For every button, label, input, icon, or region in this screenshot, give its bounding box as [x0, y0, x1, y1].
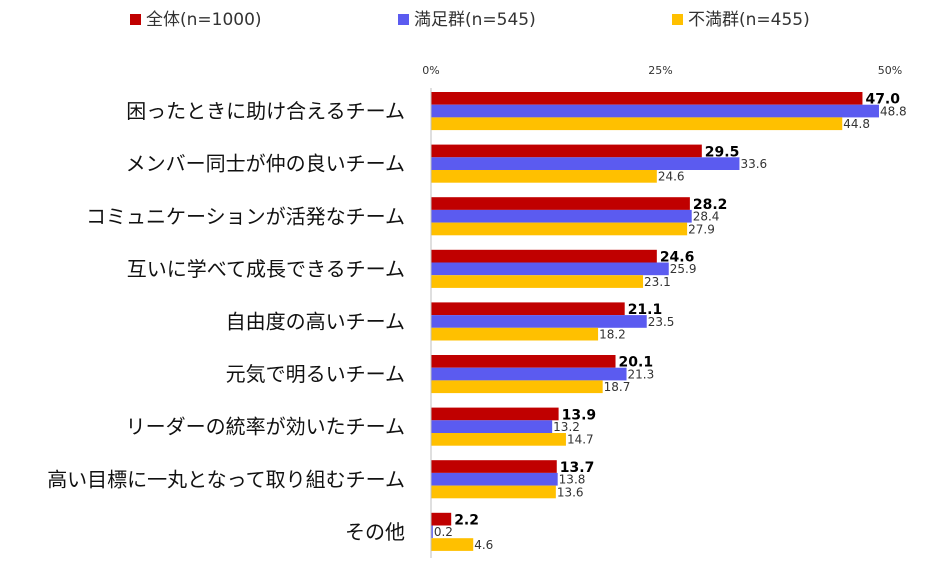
bar: [431, 209, 692, 223]
category-label: 高い目標に一丸となって取り組むチーム: [47, 467, 405, 491]
bar: [431, 472, 558, 486]
x-axis-ticks: 0% 25% 50%: [422, 64, 902, 77]
legend: 全体(n=1000) 満足群(n=545) 不満群(n=455): [130, 10, 810, 30]
category-label: 困ったときに助け合えるチーム: [126, 99, 405, 123]
data-label: 44.8: [843, 117, 870, 131]
bar: [431, 275, 644, 288]
bar: [431, 197, 690, 210]
bar: [431, 302, 625, 316]
bar: [431, 315, 647, 328]
legend-swatch: [672, 14, 683, 25]
data-label: 47.0: [865, 92, 900, 108]
category-label: リーダーの統率が効いたチーム: [126, 415, 405, 439]
category-label: 互いに学べて成長できるチーム: [127, 257, 405, 281]
category-label: 元気で明るいチーム: [226, 362, 405, 386]
data-label: 4.6: [474, 538, 493, 552]
legend-swatch: [130, 14, 141, 25]
bar: [431, 525, 433, 539]
legend-label: 満足群(n=545): [414, 10, 536, 30]
bar: [431, 433, 566, 446]
bar: [431, 222, 688, 236]
bar: [431, 327, 599, 341]
x-tick-label: 50%: [878, 64, 902, 77]
category-label: コミュニケーションが活発なチーム: [86, 204, 405, 228]
legend-label: 不満群(n=455): [688, 10, 810, 30]
data-label: 18.7: [604, 380, 631, 394]
data-label: 20.1: [619, 355, 654, 371]
data-label: 21.3: [628, 367, 655, 381]
data-label: 23.1: [644, 275, 671, 289]
data-label: 29.5: [705, 144, 740, 160]
bar: [431, 407, 559, 421]
data-label: 24.6: [658, 170, 685, 184]
value-labels: 47.048.8 44.8 29.533.6 24.6 28.228.427.9 24.6…: [434, 92, 907, 552]
bar: [431, 420, 553, 433]
category-label: その他: [345, 520, 405, 544]
data-label: 13.8: [559, 473, 586, 487]
category-labels: 困ったときに助け合えるチームメンバー同士が仲の良いチームコミュニケーションが活発…: [47, 99, 405, 544]
bar: [431, 512, 452, 526]
bar: [431, 157, 740, 170]
bar: [431, 144, 702, 158]
bar: [431, 92, 863, 105]
data-label: 27.9: [688, 222, 715, 236]
legend-label: 全体(n=1000): [146, 10, 262, 30]
data-label: 13.7: [560, 460, 595, 476]
bar: [431, 380, 603, 394]
category-label: 自由度の高いチーム: [226, 309, 405, 333]
legend-swatch: [398, 14, 409, 25]
category-label: メンバー同士が仲の良いチーム: [126, 152, 405, 176]
bar: [431, 104, 879, 118]
data-label: 13.2: [553, 420, 580, 434]
data-label: 48.8: [880, 104, 907, 118]
x-tick-label: 25%: [648, 64, 672, 77]
data-label: 33.6: [740, 157, 767, 171]
bar: [431, 538, 474, 551]
bar: [431, 355, 616, 368]
bar: [431, 485, 556, 499]
data-label: 28.4: [693, 210, 720, 224]
data-label: 21.1: [628, 302, 663, 318]
data-label: 13.9: [562, 407, 597, 423]
data-label: 0.2: [434, 525, 453, 539]
data-label: 2.2: [454, 513, 479, 529]
bars: [431, 92, 879, 551]
data-label: 25.9: [670, 262, 697, 276]
bar: [431, 460, 557, 473]
x-tick-label: 0%: [422, 64, 439, 77]
data-label: 24.6: [660, 250, 695, 266]
data-label: 23.5: [648, 315, 675, 329]
bar: [431, 249, 657, 263]
data-label: 13.6: [557, 485, 584, 499]
data-label: 28.2: [693, 197, 728, 213]
bar: [431, 170, 657, 183]
data-label: 14.7: [567, 433, 594, 447]
bar: [431, 117, 843, 131]
bar: [431, 367, 627, 381]
data-label: 18.2: [599, 328, 626, 342]
bar: [431, 262, 669, 276]
